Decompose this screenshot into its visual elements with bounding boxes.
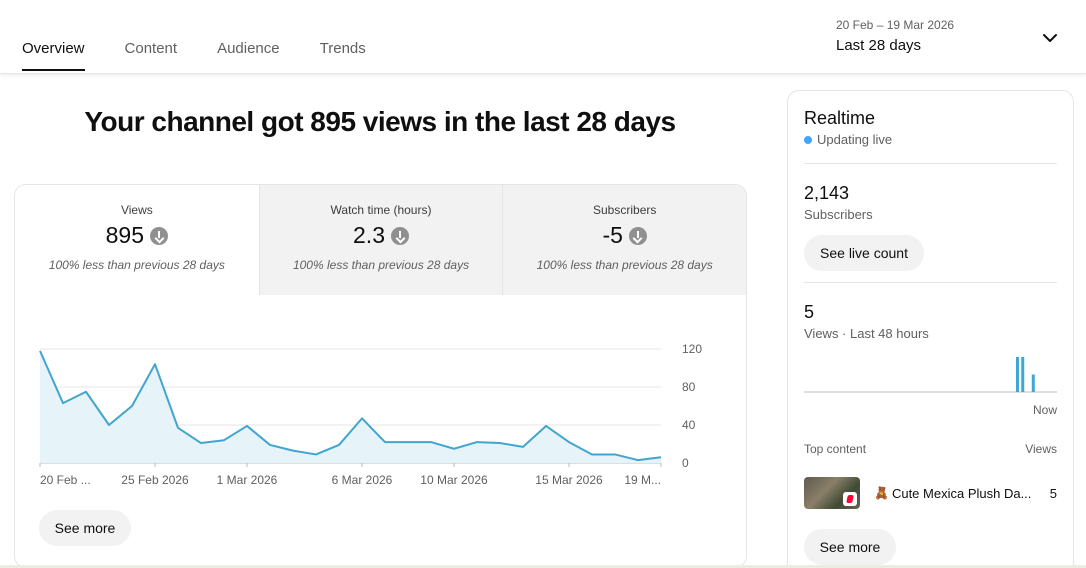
y-tick-label: 120 xyxy=(682,342,702,356)
metric-value: -5 xyxy=(602,222,623,248)
metric-tab-subscribers[interactable]: Subscribers -5 100% less than previous 2… xyxy=(502,185,746,295)
top-content-item[interactable]: 🧸 Cute Mexica Plush Da... 5 xyxy=(804,477,1057,509)
views-chart-svg: 120 80 40 0 20 Feb ... 25 Feb 2026 1 Mar 2026 6… xyxy=(39,342,702,487)
metric-note: 100% less than previous 28 days xyxy=(48,258,225,272)
y-tick-label: 40 xyxy=(682,418,696,432)
realtime-title: Realtime xyxy=(804,108,876,128)
subscriber-label: Subscribers xyxy=(804,207,873,222)
video-title: Cute Mexica Plush Da... xyxy=(891,485,1032,501)
page-headline: Your channel got 895 views in the last 2… xyxy=(84,106,676,137)
x-tick-label: 6 Mar 2026 xyxy=(332,473,393,487)
realtime-status-text: Updating live xyxy=(817,132,893,147)
subscriber-count: 2,143 xyxy=(804,183,850,203)
x-tick-label: 10 Mar 2026 xyxy=(420,473,488,487)
x-tick-label: 20 Feb ... xyxy=(40,473,91,487)
metric-label: Watch time (hours) xyxy=(330,203,432,217)
x-tick-label: 1 Mar 2026 xyxy=(217,473,278,487)
metric-tab-watch-time[interactable]: Watch time (hours) 2.3 100% less than pr… xyxy=(258,185,503,295)
x-tick-label: 19 M... xyxy=(624,473,661,487)
metric-value: 2.3 xyxy=(353,222,385,248)
realtime-views-count: 5 xyxy=(804,302,815,322)
realtime-card: Realtime Updating live 2,143 Subscribers… xyxy=(787,90,1074,568)
chevron-down-icon[interactable] xyxy=(1040,28,1060,48)
realtime-status: Updating live xyxy=(804,132,892,147)
divider xyxy=(804,163,1057,164)
metric-value-row: -5 xyxy=(503,222,746,249)
down-arrow-icon xyxy=(391,226,409,245)
y-tick-label: 0 xyxy=(682,456,689,470)
views-area xyxy=(40,350,661,463)
metric-note: 100% less than previous 28 days xyxy=(536,258,713,272)
metric-value-row: 2.3 xyxy=(260,222,503,249)
realtime-bar xyxy=(1031,374,1035,392)
tab-audience[interactable]: Audience xyxy=(217,40,280,57)
date-range-selector[interactable]: 20 Feb – 19 Mar 2026 Last 28 days xyxy=(836,18,954,54)
metric-tab-views[interactable]: Views 895 100% less than previous 28 day… xyxy=(15,185,259,295)
x-tick-label: 25 Feb 2026 xyxy=(121,473,189,487)
date-range-label: Last 28 days xyxy=(836,37,922,54)
tab-content[interactable]: Content xyxy=(124,40,178,57)
realtime-bar xyxy=(1015,357,1019,392)
page-header: Overview Content Audience Trends 20 Feb … xyxy=(0,0,1086,74)
views-column-label: Views xyxy=(1025,442,1057,456)
tab-bar: Overview Content Audience Trends xyxy=(22,40,406,71)
see-more-button[interactable]: See more xyxy=(39,510,131,546)
metric-tabs: Views 895 100% less than previous 28 day… xyxy=(15,185,746,295)
x-tick-label: 15 Mar 2026 xyxy=(535,473,603,487)
now-label: Now xyxy=(1032,403,1057,417)
analytics-card: Views 895 100% less than previous 28 day… xyxy=(14,184,747,568)
video-thumbnail xyxy=(804,477,860,509)
see-live-count-button[interactable]: See live count xyxy=(804,235,924,271)
metric-value: 895 xyxy=(105,222,145,248)
tab-overview[interactable]: Overview xyxy=(22,40,85,71)
video-views: 5 xyxy=(1049,485,1057,501)
realtime-bar-chart xyxy=(804,357,1057,393)
views-chart: 120 80 40 0 20 Feb ... 25 Feb 2026 1 Mar 2026 6… xyxy=(15,295,746,500)
date-range-dates: 20 Feb – 19 Mar 2026 xyxy=(836,18,955,32)
live-dot-icon xyxy=(804,135,812,144)
realtime-views-label: Views · Last 48 hours xyxy=(804,326,929,341)
teddy-bear-icon: 🧸 xyxy=(874,486,889,500)
shorts-icon xyxy=(843,492,857,506)
metric-note: 100% less than previous 28 days xyxy=(292,258,470,272)
top-content-header: Top content Views xyxy=(804,442,1057,456)
divider xyxy=(804,282,1057,283)
views-line xyxy=(39,350,662,462)
realtime-see-more-button[interactable]: See more xyxy=(804,529,896,565)
y-tick-label: 80 xyxy=(682,380,696,394)
bottom-edge xyxy=(0,565,1086,568)
metric-label: Views xyxy=(120,203,153,217)
down-arrow-icon xyxy=(628,226,647,245)
realtime-bar xyxy=(1021,357,1025,392)
tab-trends[interactable]: Trends xyxy=(319,40,366,57)
down-arrow-icon xyxy=(150,226,169,245)
top-content-label: Top content xyxy=(804,442,867,456)
metric-label: Subscribers xyxy=(593,203,657,217)
metric-value-row: 895 xyxy=(15,222,259,249)
